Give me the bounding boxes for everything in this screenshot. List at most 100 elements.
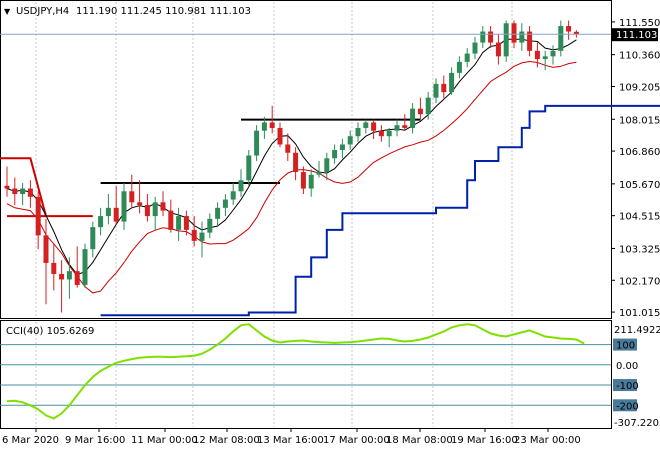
candle — [191, 216, 197, 247]
candle — [542, 50, 548, 71]
candle-body — [191, 229, 197, 241]
candle-body — [550, 50, 556, 57]
ohlc-values: 111.190 111.245 110.981 111.103 — [76, 6, 251, 17]
candle — [378, 125, 384, 142]
candle — [488, 26, 494, 49]
candle — [386, 127, 392, 148]
candle-body — [441, 83, 447, 93]
candle-body — [308, 174, 314, 189]
price-tick-label: 102.170 — [619, 276, 660, 287]
candle — [27, 180, 33, 208]
cci-top-value: 211.4922 — [614, 325, 660, 336]
candle — [277, 122, 283, 148]
candle — [519, 23, 525, 51]
time-tick-label: 12 Mar 08:00 — [193, 435, 260, 446]
time-tick-label: 9 Mar 16:00 — [65, 435, 125, 446]
envelope-lower-line — [6, 60, 577, 294]
cci-level-tag — [613, 338, 637, 351]
candle — [121, 183, 127, 230]
time-tick-label: 13 Mar 16:00 — [257, 435, 324, 446]
candle — [90, 221, 96, 258]
candle-body — [43, 235, 49, 263]
candle-body — [82, 249, 88, 285]
candle-body — [207, 218, 213, 233]
candle-body — [152, 202, 158, 217]
candle — [4, 166, 10, 197]
candle-body — [35, 196, 41, 236]
candle-body — [238, 180, 244, 192]
candle-body — [222, 199, 228, 208]
candle — [394, 119, 400, 137]
candle — [534, 42, 540, 68]
candle — [43, 218, 49, 305]
candle — [332, 144, 338, 164]
candle-body — [105, 207, 111, 217]
candle — [410, 103, 416, 134]
trail-line-group — [100, 104, 660, 317]
candle-body — [534, 50, 540, 60]
price-tick-label: 108.015 — [619, 115, 660, 126]
candle — [51, 243, 57, 291]
candle — [105, 194, 111, 225]
candle-body — [488, 31, 494, 43]
candle — [285, 133, 291, 161]
price-tick-label: 109.205 — [619, 82, 660, 93]
price-tag: 111.103 — [612, 28, 658, 42]
price-tick-label: 110.360 — [619, 51, 660, 62]
candle-body — [51, 262, 57, 274]
candle-body — [425, 97, 431, 115]
candle-body — [417, 108, 423, 115]
candle-body — [137, 202, 143, 206]
candle — [261, 116, 267, 139]
candle — [129, 174, 135, 208]
collapse-triangle-icon[interactable]: ▼ — [4, 7, 11, 16]
grid-lines — [35, 2, 513, 427]
candle — [355, 122, 361, 142]
candle — [20, 183, 26, 206]
cci-level-label: 0.00 — [616, 361, 638, 372]
candle — [176, 207, 182, 241]
candle-body — [527, 31, 533, 51]
candle-body — [246, 155, 252, 181]
cci-level-label: -200 — [616, 401, 639, 412]
candle-body — [74, 271, 80, 285]
candle-body — [332, 149, 338, 159]
candle-body — [433, 83, 439, 98]
cci-bottom-value: -307.2203 — [614, 418, 660, 429]
candle — [308, 169, 314, 197]
candle — [324, 152, 330, 181]
candle — [456, 56, 462, 79]
main-plot-frame — [0, 0, 612, 319]
candle-body — [176, 216, 182, 230]
time-tick-label: 23 Mar 00:00 — [514, 435, 581, 446]
candle — [82, 243, 88, 288]
time-tick-label: 6 Mar 2020 — [2, 435, 59, 446]
candle-body — [160, 202, 166, 211]
candle — [168, 199, 174, 233]
candle — [12, 177, 18, 206]
candle-body — [316, 172, 322, 175]
cci-level-label: -100 — [616, 381, 639, 392]
candle-body — [566, 26, 572, 32]
price-tick-label: 106.860 — [619, 147, 660, 158]
candle — [472, 37, 478, 60]
candle — [207, 213, 213, 239]
candle-body — [519, 31, 525, 43]
cci-level-label: 100 — [616, 341, 635, 352]
candle-body — [410, 108, 416, 128]
candle-body — [4, 185, 10, 189]
candle-body — [386, 130, 392, 137]
time-tick-label: 18 Mar 08:00 — [386, 435, 453, 446]
candle — [550, 45, 556, 65]
horizontal-levels — [0, 118, 421, 218]
candle — [464, 48, 470, 68]
candle-body — [199, 232, 205, 241]
candle — [300, 166, 306, 195]
candle — [339, 138, 345, 159]
candle-body — [183, 216, 189, 230]
price-tag-value: 111.103 — [616, 30, 657, 41]
candle — [425, 92, 431, 120]
candle-body — [456, 61, 462, 73]
